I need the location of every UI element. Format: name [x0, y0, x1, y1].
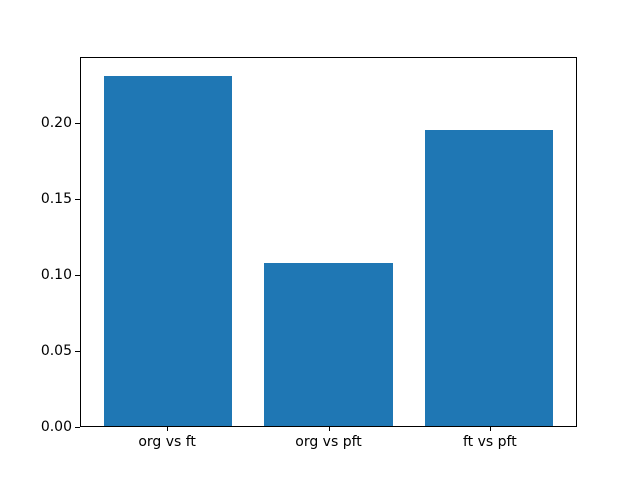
x-tick-mark	[328, 427, 330, 431]
x-tick-label: org vs pft	[295, 434, 362, 450]
y-tick-mark	[75, 350, 80, 352]
bar-org-vs-ft	[103, 75, 233, 426]
y-tick-mark	[75, 274, 80, 276]
x-tick-label: org vs ft	[138, 434, 196, 450]
y-tick-mark	[75, 426, 80, 428]
y-tick-label: 0.00	[40, 418, 72, 435]
x-tick-mark	[167, 427, 169, 431]
y-tick-mark	[75, 122, 80, 124]
y-tick-label: 0.15	[40, 190, 72, 207]
bar-org-vs-pft	[264, 262, 393, 426]
x-tick-label: ft vs pft	[463, 434, 517, 450]
bar-ft-vs-pft	[424, 129, 554, 426]
y-tick-label: 0.10	[40, 266, 72, 283]
y-tick-label: 0.05	[40, 342, 72, 359]
plot-area	[80, 57, 577, 427]
y-tick-mark	[75, 198, 80, 200]
y-tick-label: 0.20	[40, 114, 72, 131]
x-tick-mark	[489, 427, 491, 431]
